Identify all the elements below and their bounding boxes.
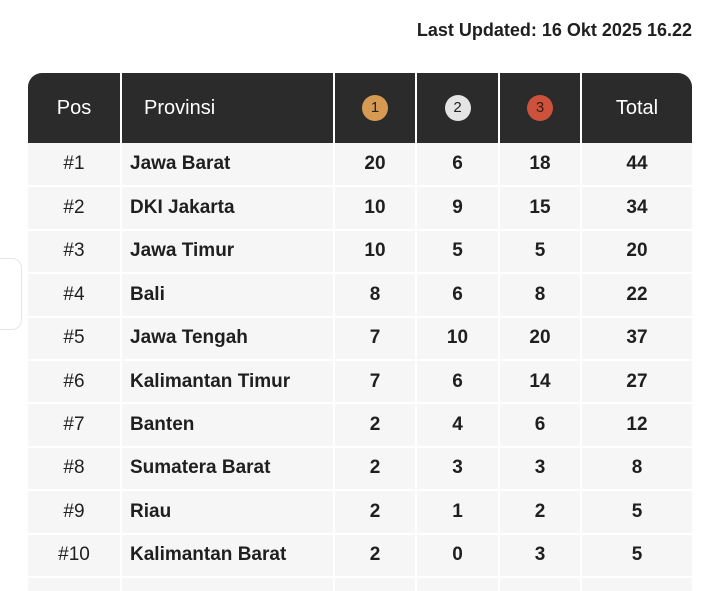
cell-total: 22 bbox=[581, 273, 692, 318]
cell-bronze: 3 bbox=[499, 446, 582, 492]
cell-silver: 6 bbox=[416, 143, 500, 188]
header-provinsi[interactable]: Provinsi bbox=[121, 73, 335, 143]
cell-bronze: 18 bbox=[499, 143, 582, 188]
cell-gold: 2 bbox=[334, 490, 417, 535]
cell-provinsi: Banten bbox=[121, 403, 335, 448]
cell-bronze: 2 bbox=[499, 490, 582, 535]
table-row[interactable]: #8 Sumatera Barat 2 3 3 8 bbox=[28, 446, 692, 492]
table-row[interactable]: #5 Jawa Tengah 7 10 20 37 bbox=[28, 316, 692, 361]
header-pos[interactable]: Pos bbox=[28, 73, 122, 143]
cell-total: 37 bbox=[581, 316, 692, 361]
table-row[interactable]: #10 Kalimantan Barat 2 0 3 5 bbox=[28, 533, 692, 578]
table-row[interactable]: #2 DKI Jakarta 10 9 15 34 bbox=[28, 186, 692, 231]
cell-pos: #4 bbox=[28, 273, 122, 318]
cell-pos: #6 bbox=[28, 359, 122, 405]
cell-provinsi: Jawa Tengah bbox=[121, 316, 335, 361]
cell-total: 44 bbox=[581, 143, 692, 188]
cell-silver: 6 bbox=[416, 359, 500, 405]
cell-provinsi: Bali bbox=[121, 273, 335, 318]
cell-pos: #5 bbox=[28, 316, 122, 361]
cell-gold: 10 bbox=[334, 186, 417, 231]
cell-gold: 2 bbox=[334, 403, 417, 448]
cell-pos: #10 bbox=[28, 533, 122, 578]
cell-silver: 10 bbox=[416, 316, 500, 361]
cell-gold: 7 bbox=[334, 316, 417, 361]
cell-silver bbox=[416, 576, 500, 591]
header-bronze[interactable]: 3 bbox=[499, 73, 582, 143]
cell-total: 20 bbox=[581, 229, 692, 275]
cell-provinsi: Jawa Barat bbox=[121, 143, 335, 188]
cell-silver: 9 bbox=[416, 186, 500, 231]
cell-provinsi: Kalimantan Barat bbox=[121, 533, 335, 578]
cell-provinsi: Kalimantan Timur bbox=[121, 359, 335, 405]
gold-medal-icon: 1 bbox=[362, 95, 388, 121]
header-silver[interactable]: 2 bbox=[416, 73, 500, 143]
table-row[interactable]: #4 Bali 8 6 8 22 bbox=[28, 273, 692, 318]
cell-gold: 20 bbox=[334, 143, 417, 188]
cell-pos: #2 bbox=[28, 186, 122, 231]
cell-bronze: 14 bbox=[499, 359, 582, 405]
cell-bronze: 15 bbox=[499, 186, 582, 231]
header-total[interactable]: Total bbox=[581, 73, 692, 143]
header-gold[interactable]: 1 bbox=[334, 73, 417, 143]
cell-silver: 1 bbox=[416, 490, 500, 535]
table-row-partial bbox=[28, 576, 692, 591]
cell-provinsi: Riau bbox=[121, 490, 335, 535]
cell-pos bbox=[28, 576, 122, 591]
cell-bronze: 5 bbox=[499, 229, 582, 275]
cell-pos: #7 bbox=[28, 403, 122, 448]
cell-total bbox=[581, 576, 692, 591]
cell-bronze: 6 bbox=[499, 403, 582, 448]
cell-pos: #9 bbox=[28, 490, 122, 535]
cell-pos: #1 bbox=[28, 143, 122, 188]
cell-bronze: 8 bbox=[499, 273, 582, 318]
cell-provinsi: Jawa Timur bbox=[121, 229, 335, 275]
table-body: #1 Jawa Barat 20 6 18 44 #2 DKI Jakarta … bbox=[28, 143, 692, 591]
table-row[interactable]: #7 Banten 2 4 6 12 bbox=[28, 403, 692, 448]
cell-silver: 0 bbox=[416, 533, 500, 578]
cell-total: 27 bbox=[581, 359, 692, 405]
table-row[interactable]: #3 Jawa Timur 10 5 5 20 bbox=[28, 229, 692, 275]
medal-table: Pos Provinsi 1 2 3 Total #1 bbox=[28, 73, 692, 591]
cell-bronze: 20 bbox=[499, 316, 582, 361]
table-row[interactable]: #1 Jawa Barat 20 6 18 44 bbox=[28, 143, 692, 188]
cell-provinsi bbox=[121, 576, 335, 591]
cell-provinsi: DKI Jakarta bbox=[121, 186, 335, 231]
cell-gold: 2 bbox=[334, 533, 417, 578]
table-row[interactable]: #9 Riau 2 1 2 5 bbox=[28, 490, 692, 535]
cell-gold: 2 bbox=[334, 446, 417, 492]
cell-bronze bbox=[499, 576, 582, 591]
cell-provinsi: Sumatera Barat bbox=[121, 446, 335, 492]
cell-silver: 5 bbox=[416, 229, 500, 275]
cell-bronze: 3 bbox=[499, 533, 582, 578]
side-panel-handle[interactable] bbox=[0, 258, 22, 330]
cell-gold: 8 bbox=[334, 273, 417, 318]
bronze-medal-icon: 3 bbox=[527, 95, 553, 121]
cell-total: 5 bbox=[581, 490, 692, 535]
cell-silver: 3 bbox=[416, 446, 500, 492]
cell-pos: #3 bbox=[28, 229, 122, 275]
medal-table-container: Pos Provinsi 1 2 3 Total #1 bbox=[28, 73, 692, 591]
last-updated-label: Last Updated: 16 Okt 2025 16.22 bbox=[416, 20, 692, 40]
table-header-row: Pos Provinsi 1 2 3 Total bbox=[28, 73, 692, 143]
cell-total: 5 bbox=[581, 533, 692, 578]
table-row[interactable]: #6 Kalimantan Timur 7 6 14 27 bbox=[28, 359, 692, 405]
cell-gold bbox=[334, 576, 417, 591]
silver-medal-icon: 2 bbox=[444, 95, 471, 121]
cell-silver: 4 bbox=[416, 403, 500, 448]
cell-pos: #8 bbox=[28, 446, 122, 492]
cell-total: 12 bbox=[581, 403, 692, 448]
cell-silver: 6 bbox=[416, 273, 500, 318]
cell-gold: 7 bbox=[334, 359, 417, 405]
cell-total: 34 bbox=[581, 186, 692, 231]
cell-total: 8 bbox=[581, 446, 692, 492]
cell-gold: 10 bbox=[334, 229, 417, 275]
